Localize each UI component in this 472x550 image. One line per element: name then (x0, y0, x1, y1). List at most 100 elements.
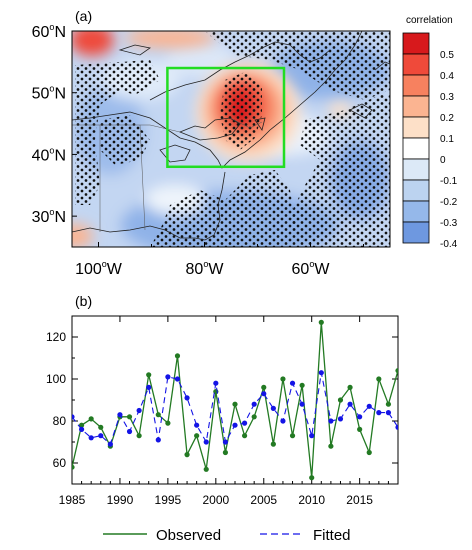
map-axis-ticks: 60oN 50oN 40oN 30oN 100oW 80oW 60oW (32, 22, 364, 278)
fitted-point (280, 418, 286, 424)
observed-point (174, 353, 181, 359)
colorbar-swatch (402, 116, 430, 139)
colorbar-swatch (402, 74, 430, 97)
observed-point (366, 449, 372, 456)
x-tick-label: 1985 (59, 493, 86, 507)
fitted-point (309, 433, 315, 439)
lon-tick-label: 80oW (186, 259, 225, 278)
observed-point (146, 372, 152, 378)
observed-point (222, 449, 229, 456)
observed-point (347, 384, 353, 390)
observed-point (261, 384, 267, 390)
significance-stippling (75, 31, 390, 247)
observed-point (280, 376, 286, 382)
lat-tick-label: 40oN (32, 145, 66, 164)
colorbar: 0.5 0.4 0.3 0.2 0.1 0 -0.1 -0.2 -0.3 -0.4 (402, 32, 458, 250)
observed-point (88, 416, 94, 422)
observed-point (98, 424, 104, 430)
x-tick-label: 2010 (298, 493, 325, 507)
time-series-axes: 1985 1990 1995 2000 2005 2010 2015 60 80 100 120 (46, 315, 399, 507)
observed-point (241, 433, 248, 439)
lon-tick-label: 100oW (75, 259, 123, 278)
colorbar-level-label: 0.3 (440, 92, 454, 103)
fitted-point (213, 380, 219, 386)
fitted-point (88, 435, 94, 441)
fitted-point (146, 384, 152, 390)
observed-point (72, 464, 75, 470)
y-tick-label: 120 (46, 330, 66, 344)
fitted-point (241, 420, 248, 426)
y-tick-label: 60 (53, 456, 67, 470)
observed-point (318, 319, 324, 325)
y-tick-label: 100 (46, 372, 66, 386)
region-box (166, 66, 286, 169)
fitted-point (203, 439, 209, 445)
fitted-point (289, 380, 296, 386)
observed-point (184, 452, 190, 458)
coastlines (72, 31, 390, 241)
legend: Observed Fitted (103, 527, 351, 544)
observed-point (385, 401, 392, 407)
correlation-map: 60oN 50oN 40oN 30oN 100oW 80oW 60oW (32, 22, 391, 278)
fitted-point (270, 405, 276, 411)
observed-point (232, 401, 238, 407)
fitted-point (155, 437, 161, 443)
colorbar-swatch (402, 32, 430, 55)
fitted-point (174, 376, 181, 382)
observed-point (328, 443, 334, 449)
observed-point (357, 426, 363, 432)
x-tick-label: 2015 (346, 493, 373, 507)
fitted-point (328, 418, 334, 424)
observed-point (203, 466, 209, 472)
x-tick-label: 2000 (202, 493, 229, 507)
time-series-lines (72, 319, 398, 481)
time-series-chart: 1985 1990 1995 2000 2005 2010 2015 60 80 100 120 (46, 315, 399, 507)
x-tick-label: 1995 (155, 493, 182, 507)
x-tick-label: 2005 (250, 493, 277, 507)
observed-point (289, 433, 296, 439)
fitted-point (299, 401, 305, 407)
panel-b-label: (b) (75, 293, 92, 309)
observed-point (309, 475, 315, 481)
colorbar-level-label: 0 (440, 155, 446, 166)
observed-point (78, 422, 85, 428)
observed-point (194, 433, 200, 439)
lat-tick-label: 30oN (32, 207, 66, 226)
fitted-point (232, 422, 238, 428)
observed-point (126, 414, 133, 420)
lat-tick-label: 50oN (32, 84, 66, 103)
plot-frame (71, 315, 399, 485)
observed-point (136, 433, 142, 439)
colorbar-level-label: -0.2 (440, 197, 458, 208)
fitted-point (366, 403, 372, 409)
colorbar-swatch (402, 179, 430, 202)
fitted-point (136, 407, 142, 414)
fitted-point (395, 424, 398, 430)
fitted-point (107, 441, 113, 447)
legend-fitted-label: Fitted (313, 527, 351, 544)
colorbar-level-label: 0.1 (440, 134, 454, 145)
colorbar-title: correlation (406, 15, 453, 26)
observed-point (155, 412, 161, 418)
fitted-point (261, 391, 267, 397)
map-frame (71, 30, 391, 248)
colorbar-level-label: 0.4 (440, 71, 454, 82)
political-boundaries (72, 117, 263, 232)
observed-point (337, 397, 344, 403)
observed-point (395, 368, 398, 374)
fitted-point (126, 428, 133, 435)
colorbar-level-label: 0.2 (440, 113, 454, 124)
fitted-point (184, 395, 190, 401)
correlation-field (72, 31, 390, 247)
fitted-point (251, 401, 257, 407)
observed-point (270, 441, 276, 447)
fitted-point (318, 370, 324, 376)
observed-point (299, 382, 305, 388)
fitted-point (98, 433, 104, 439)
colorbar-swatch (402, 53, 430, 76)
x-tick-label: 1990 (107, 493, 134, 507)
lat-tick-label: 60oN (32, 22, 66, 41)
colorbar-level-label: 0.5 (440, 50, 454, 61)
lon-tick-label: 60oW (292, 259, 331, 278)
fitted-point (385, 410, 392, 416)
